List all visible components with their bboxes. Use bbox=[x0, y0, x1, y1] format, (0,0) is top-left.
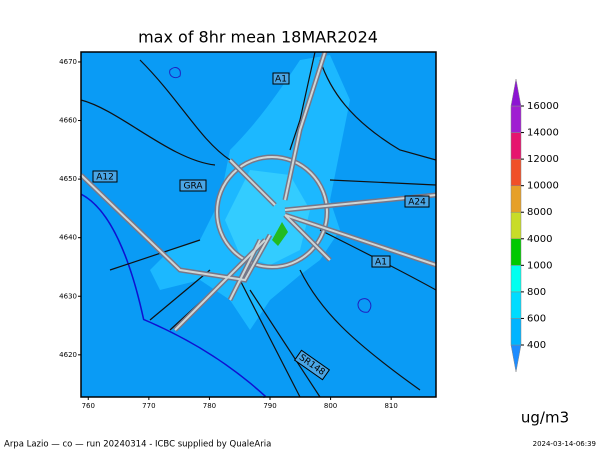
colorbar-label: 14000 bbox=[527, 128, 559, 139]
title: max of 8hr mean 18MAR2024 bbox=[138, 28, 378, 47]
colorbar-label: 4000 bbox=[527, 234, 552, 245]
colorbar-segment bbox=[510, 344, 522, 373]
colorbar-segment bbox=[510, 185, 522, 213]
y-tick-label: 4650 bbox=[59, 175, 77, 183]
y-tick-label: 4670 bbox=[59, 58, 77, 66]
sea bbox=[81, 195, 265, 397]
map: A1 GRA A12 A24 A1 SR148 bbox=[79, 51, 437, 399]
road-label: A24 bbox=[408, 198, 426, 208]
colorbar-label: 1000 bbox=[527, 260, 552, 271]
footer-right: 2024-03-14-06:39 bbox=[533, 440, 596, 448]
road-label: A12 bbox=[96, 173, 114, 183]
colorbar-label: 10000 bbox=[527, 181, 559, 192]
footer-left: Arpa Lazio — co — run 20240314 - ICBC su… bbox=[4, 440, 271, 450]
colorbar-label: 800 bbox=[527, 287, 546, 298]
colorbar-segment bbox=[510, 105, 522, 133]
colorbar-segment bbox=[510, 78, 522, 107]
colorbar-segment bbox=[510, 291, 522, 319]
road-label: GRA bbox=[183, 182, 203, 192]
axes: 760 770 780 790 800 810 4620 4630 4640 4650 4660 46… bbox=[59, 58, 398, 410]
colorbar-label: 8000 bbox=[527, 207, 552, 218]
colorbar-segment bbox=[510, 318, 522, 346]
roads bbox=[79, 51, 437, 332]
x-tick-label: 780 bbox=[203, 402, 216, 410]
y-tick-label: 4620 bbox=[59, 351, 77, 359]
colorbar: 400 600 800 1000 4000 8000 10000 12000 14000 1600… bbox=[510, 78, 559, 373]
y-tick-label: 4630 bbox=[59, 292, 77, 300]
x-tick-label: 810 bbox=[384, 402, 397, 410]
colorbar-segment bbox=[510, 238, 522, 266]
x-tick-label: 790 bbox=[263, 402, 276, 410]
colorbar-segment bbox=[510, 132, 522, 160]
y-tick-label: 4660 bbox=[59, 117, 77, 125]
road-label: A1 bbox=[275, 75, 287, 85]
colorbar-segment bbox=[510, 211, 522, 240]
x-tick-label: 770 bbox=[142, 402, 155, 410]
colorbar-label: 400 bbox=[527, 340, 546, 351]
colorbar-segment bbox=[510, 158, 522, 186]
colorbar-label: 12000 bbox=[527, 154, 559, 165]
road-label: A1 bbox=[375, 258, 387, 268]
map-frame bbox=[80, 51, 437, 398]
x-tick-label: 760 bbox=[82, 402, 95, 410]
unit-label: ug/m3 bbox=[521, 409, 569, 427]
colorbar-label: 16000 bbox=[527, 101, 559, 112]
x-tick-label: 800 bbox=[324, 402, 337, 410]
lake bbox=[169, 67, 372, 313]
colorbar-label: 600 bbox=[527, 313, 546, 324]
green-area bbox=[272, 222, 288, 246]
y-tick-label: 4640 bbox=[59, 234, 77, 242]
colorbar-segment bbox=[510, 265, 522, 293]
